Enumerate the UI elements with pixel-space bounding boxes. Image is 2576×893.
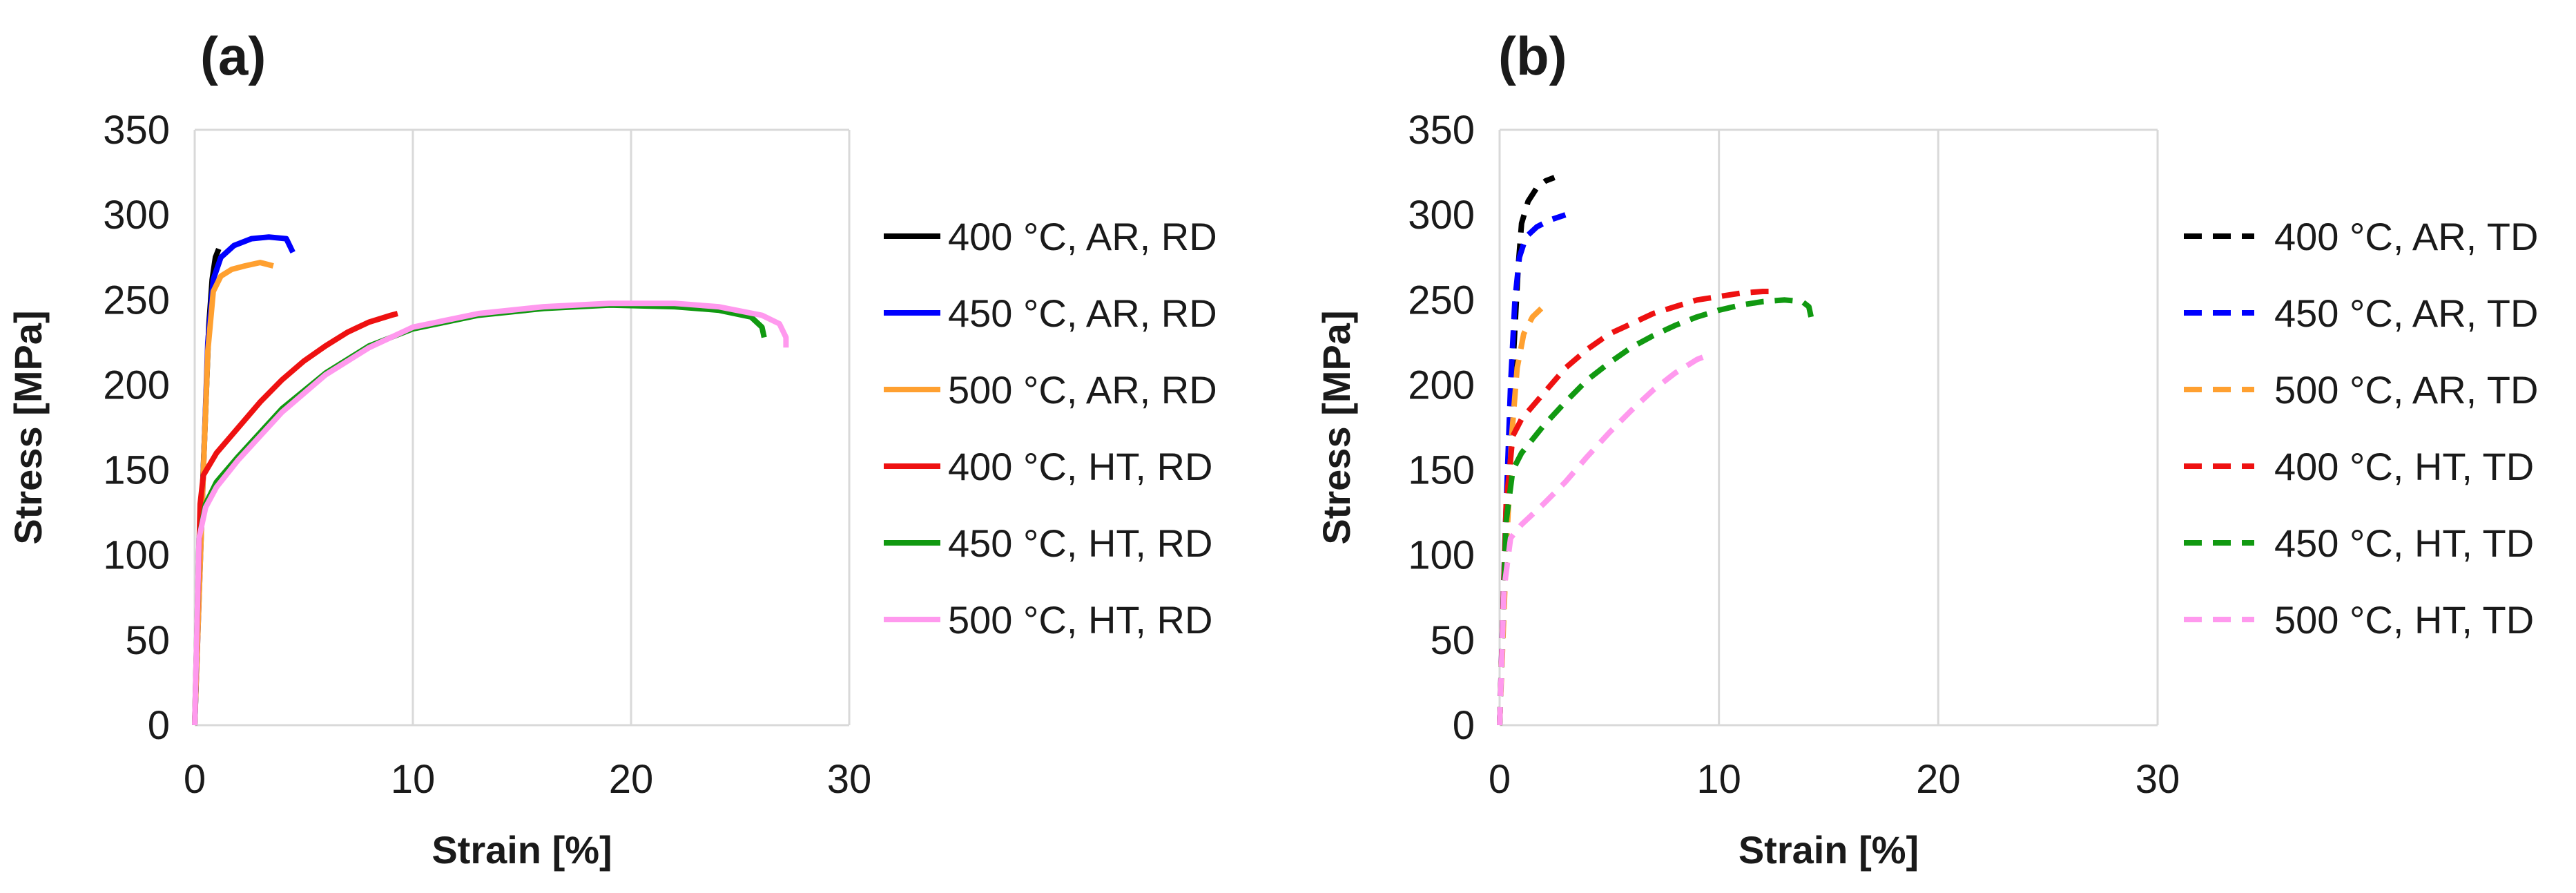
series-line bbox=[1497, 212, 1567, 726]
series-line bbox=[192, 300, 789, 726]
y-tick-label: 150 bbox=[1408, 448, 1475, 493]
series-line bbox=[1497, 175, 1556, 726]
y-tick-label: 150 bbox=[103, 448, 170, 493]
y-tick-label: 300 bbox=[103, 193, 170, 238]
panel-label: (b) bbox=[1498, 26, 1567, 86]
y-tick-label: 200 bbox=[103, 363, 170, 407]
legend-label: 400 °C, HT, RD bbox=[948, 445, 1212, 488]
series-line bbox=[192, 260, 274, 726]
y-axis-title: Stress [MPa] bbox=[6, 310, 50, 544]
x-tick-label: 20 bbox=[1916, 757, 1961, 802]
legend-label: 450 °C, AR, RD bbox=[948, 291, 1217, 335]
legend-label: 500 °C, HT, RD bbox=[948, 598, 1212, 642]
y-tick-label: 100 bbox=[1408, 533, 1475, 578]
y-tick-label: 350 bbox=[1408, 108, 1475, 153]
x-tick-label: 20 bbox=[609, 757, 654, 802]
x-axis-title: Strain [%] bbox=[432, 828, 612, 872]
x-tick-label: 0 bbox=[184, 757, 206, 802]
legend-label: 500 °C, HT, TD bbox=[2274, 598, 2534, 642]
series-line bbox=[192, 311, 398, 726]
y-tick-label: 50 bbox=[1430, 618, 1475, 663]
legend-label: 400 °C, AR, TD bbox=[2274, 215, 2538, 258]
x-tick-label: 10 bbox=[1696, 757, 1741, 802]
legend-label: 400 °C, AR, RD bbox=[948, 215, 1217, 258]
legend-label: 450 °C, AR, TD bbox=[2274, 291, 2538, 335]
legend-label: 500 °C, AR, RD bbox=[948, 368, 1217, 412]
x-tick-label: 10 bbox=[391, 757, 436, 802]
y-tick-label: 250 bbox=[1408, 278, 1475, 323]
y-axis-title: Stress [MPa] bbox=[1315, 310, 1358, 544]
legend-label: 450 °C, HT, RD bbox=[948, 521, 1212, 565]
y-tick-label: 250 bbox=[103, 278, 170, 323]
series-line bbox=[1497, 297, 1814, 726]
y-tick-label: 100 bbox=[103, 533, 170, 578]
series-line bbox=[1497, 289, 1774, 726]
x-tick-label: 0 bbox=[1489, 757, 1511, 802]
panel-label: (a) bbox=[200, 26, 266, 86]
legend-label: 400 °C, HT, TD bbox=[2274, 445, 2534, 488]
x-axis-title: Strain [%] bbox=[1739, 828, 1919, 872]
y-tick-label: 0 bbox=[1453, 703, 1475, 748]
x-tick-label: 30 bbox=[2136, 757, 2180, 802]
y-tick-label: 350 bbox=[103, 108, 170, 153]
series-line bbox=[1497, 306, 1544, 726]
series-line bbox=[192, 302, 767, 726]
series-line bbox=[1497, 353, 1707, 726]
panel-a: (a) 0 50 100 150 200 250 300 350 0 10 20 30 Strain [%… bbox=[6, 26, 1217, 872]
y-tick-label: 300 bbox=[1408, 193, 1475, 238]
y-tick-label: 0 bbox=[148, 703, 170, 748]
y-tick-label: 50 bbox=[125, 618, 170, 663]
legend-label: 450 °C, HT, TD bbox=[2274, 521, 2534, 565]
panel-b: (b) 0 50 100 150 200 250 300 350 0 10 20 30 Strain [%… bbox=[1315, 26, 2538, 872]
y-tick-label: 200 bbox=[1408, 363, 1475, 407]
x-tick-label: 30 bbox=[827, 757, 872, 802]
legend-label: 500 °C, AR, TD bbox=[2274, 368, 2538, 412]
